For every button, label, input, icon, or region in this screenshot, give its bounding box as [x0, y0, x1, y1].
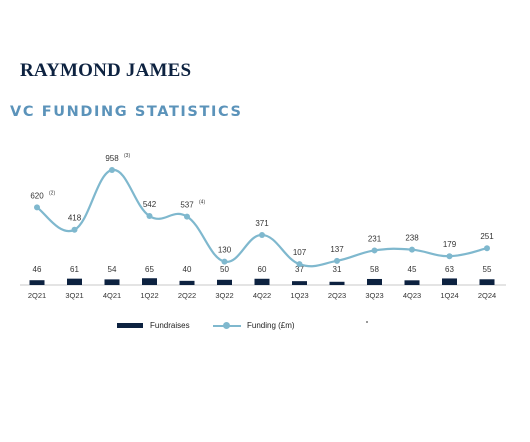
point-label-2Q22: 537: [180, 201, 194, 210]
point-funding-4Q22: [259, 231, 265, 238]
point-funding-1Q22: [146, 213, 153, 220]
footnote-2Q22: (4): [199, 200, 205, 206]
x-tick-label-2Q24: 2Q24: [478, 291, 496, 300]
x-tick-label-1Q24: 1Q24: [440, 291, 458, 300]
x-tick-label-4Q21: 4Q21: [103, 291, 121, 300]
bar-label-1Q23: 37: [295, 265, 304, 274]
point-label-1Q22: 542: [143, 200, 157, 209]
x-tick-label-1Q23: 1Q23: [290, 291, 308, 300]
x-tick-label-3Q22: 3Q22: [215, 291, 233, 300]
point-label-1Q23: 107: [293, 248, 307, 257]
x-tick-label-2Q23: 2Q23: [328, 291, 346, 300]
footnote-2Q21: (2): [49, 190, 55, 196]
point-funding-2Q24: [484, 245, 490, 252]
point-funding-2Q21: [34, 204, 40, 211]
bar-fundraises-4Q21: [104, 279, 120, 285]
point-funding-4Q23: [409, 246, 415, 253]
legend-item-funding: Funding (£m): [213, 321, 295, 330]
decorative-dot: [366, 321, 368, 323]
vc-funding-chart: 46 2Q21 61 3Q21 54 4Q21 65 1Q22 40 2Q22 50 3Q22 60 4Q…: [20, 153, 506, 300]
x-tick-label-2Q22: 2Q22: [178, 291, 196, 300]
point-funding-3Q21: [71, 226, 78, 233]
bar-fundraises-3Q22: [217, 279, 232, 285]
x-tick-label-1Q22: 1Q22: [140, 291, 158, 300]
point-funding-3Q23: [371, 247, 378, 254]
bar-fundraises-2Q21: [29, 280, 45, 285]
point-label-3Q23: 231: [368, 234, 382, 243]
bar-label-4Q21: 54: [108, 265, 117, 274]
bar-fundraises-2Q24: [479, 279, 495, 285]
legend-item-fundraises: Fundraises: [117, 321, 190, 330]
x-tick-label-2Q21: 2Q21: [28, 291, 46, 300]
raymond-james-logo: RAYMOND JAMES: [20, 60, 192, 81]
chart-title: VC FUNDING STATISTICS: [10, 104, 243, 120]
legend-label-fundraises: Fundraises: [150, 321, 190, 330]
point-label-3Q21: 418: [68, 214, 82, 223]
legend-swatch-line: [213, 321, 241, 329]
point-label-2Q24: 251: [480, 232, 494, 241]
point-label-1Q24: 179: [443, 240, 457, 249]
x-tick-label-4Q23: 4Q23: [403, 291, 421, 300]
legend-label-funding: Funding (£m): [247, 321, 295, 330]
bar-fundraises-4Q22: [254, 278, 270, 285]
point-funding-2Q23: [334, 257, 340, 264]
bar-fundraises-2Q23: [329, 281, 345, 285]
point-funding-3Q22: [221, 258, 228, 265]
chart-legend: Fundraises Funding (£m): [0, 321, 530, 335]
bar-fundraises-1Q24: [442, 278, 457, 285]
bar-label-1Q24: 63: [445, 265, 454, 274]
bar-fundraises-3Q23: [367, 278, 382, 285]
bar-label-3Q23: 58: [370, 265, 379, 274]
point-label-3Q22: 130: [218, 246, 232, 255]
bar-fundraises-4Q23: [404, 280, 420, 285]
bar-fundraises-1Q22: [142, 278, 157, 285]
bar-label-4Q23: 45: [408, 265, 417, 274]
point-funding-4Q21: [109, 167, 115, 173]
point-funding-1Q23: [296, 261, 303, 268]
bar-label-2Q22: 40: [183, 265, 192, 274]
point-label-4Q23: 238: [405, 234, 419, 243]
point-label-2Q23: 137: [330, 245, 344, 254]
x-tick-label-3Q21: 3Q21: [65, 291, 83, 300]
bar-fundraises-3Q21: [67, 278, 82, 285]
point-funding-2Q22: [184, 213, 190, 220]
bar-fundraises-1Q23: [292, 281, 307, 285]
footnote-4Q21: (3): [124, 153, 130, 159]
bar-label-3Q22: 50: [220, 265, 229, 274]
bar-label-2Q24: 55: [483, 265, 492, 274]
point-funding-1Q24: [446, 253, 453, 260]
point-label-4Q21: 958: [105, 154, 119, 163]
x-tick-label-3Q23: 3Q23: [365, 291, 383, 300]
bar-fundraises-2Q22: [179, 280, 195, 285]
bar-label-4Q22: 60: [258, 265, 267, 274]
bar-label-3Q21: 61: [70, 265, 79, 274]
bar-label-1Q22: 65: [145, 265, 154, 274]
bar-label-2Q23: 31: [333, 265, 342, 274]
point-label-2Q21: 620: [30, 191, 44, 200]
x-tick-label-4Q22: 4Q22: [253, 291, 271, 300]
point-label-4Q22: 371: [255, 219, 269, 228]
bar-label-2Q21: 46: [33, 265, 42, 274]
legend-swatch-bar: [117, 323, 143, 328]
